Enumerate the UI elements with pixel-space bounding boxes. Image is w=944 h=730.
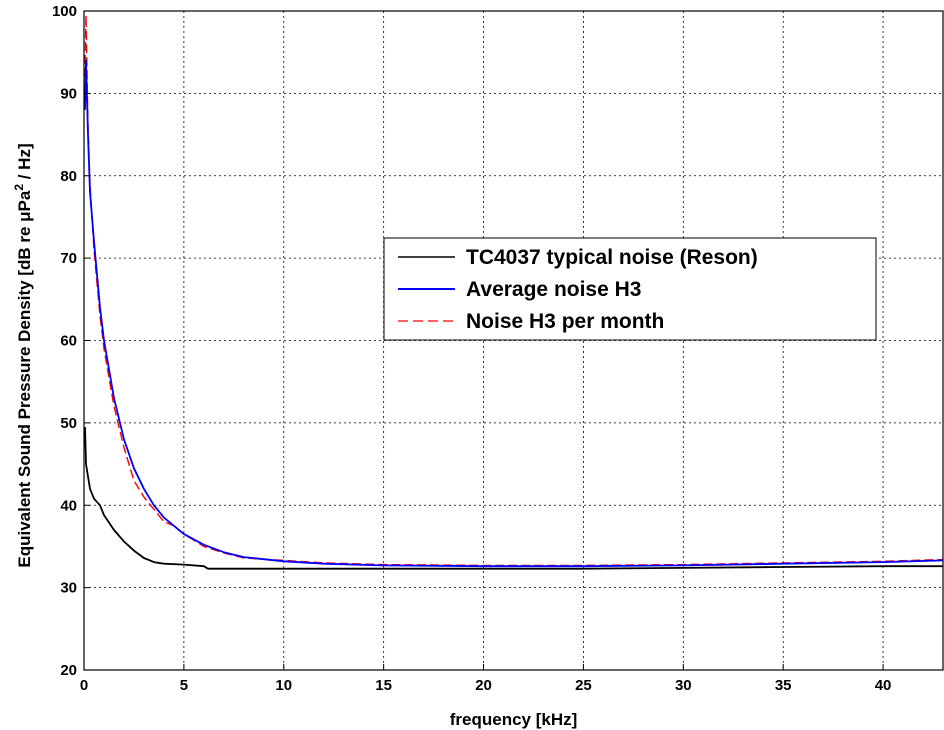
x-axis-label: frequency [kHz] [450,710,578,729]
y-axis-label-tail: / Hz] [15,143,34,184]
x-tick-label: 15 [375,677,392,694]
y-tick-label: 30 [60,580,77,597]
y-tick-label: 80 [60,168,77,185]
y-axis-label-main: Equivalent Sound Pressure Density [dB re… [15,190,34,567]
series-line-1 [84,59,943,568]
y-tick-label: 90 [60,85,77,102]
x-tick-label: 35 [775,677,792,694]
x-tick-label: 20 [475,677,492,694]
x-tick-label: 0 [80,677,88,694]
y-tick-label: 40 [60,497,77,514]
x-tick-label: 5 [180,677,188,694]
y-tick-label: 100 [52,3,77,20]
y-tick-label: 60 [60,333,77,350]
series-line-0 [84,426,943,570]
legend-label-per-month: Noise H3 per month [466,310,664,333]
tick-layer: 0 5 10 15 20 25 30 35 40 20 30 40 50 60 70 80 90 100 [52,3,891,694]
x-tick-label: 40 [875,677,892,694]
legend-label-average-h3: Average noise H3 [466,278,641,301]
x-tick-label: 30 [675,677,692,694]
y-axis-label-superscript: 2 [12,184,26,191]
legend-box [383,237,877,341]
legend: TC4037 typical noise (Reson) Average noi… [383,237,877,341]
x-tick-label: 10 [275,677,292,694]
x-tick-label: 25 [575,677,592,694]
y-tick-label: 70 [60,250,77,267]
y-tick-label: 20 [60,662,77,679]
y-tick-label: 50 [60,415,77,432]
series-layer [84,14,943,570]
y-axis-label: Equivalent Sound Pressure Density [dB re… [12,143,34,567]
legend-label-tc4037: TC4037 typical noise (Reson) [466,246,758,269]
